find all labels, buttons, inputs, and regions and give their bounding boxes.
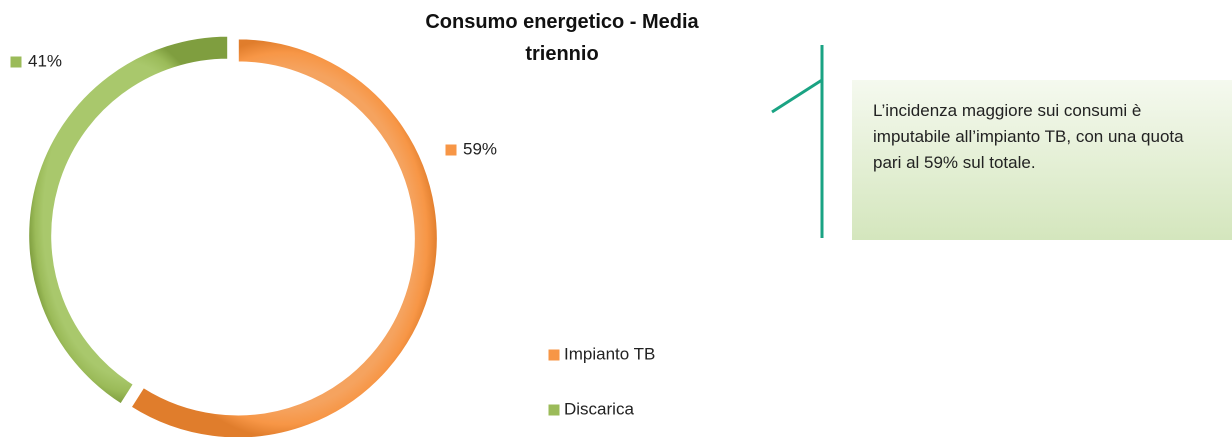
callout-pointer bbox=[771, 78, 823, 114]
value-label: 41% bbox=[28, 51, 62, 70]
slice bbox=[27, 34, 230, 406]
value-label-marker bbox=[9, 55, 23, 69]
slice bbox=[129, 37, 439, 437]
legend-marker bbox=[547, 403, 561, 417]
legend-marker bbox=[547, 348, 561, 362]
chart-title: Consumo energetico - Media triennio bbox=[425, 11, 699, 65]
annotation: L’incidenza maggiore sui consumi è imput… bbox=[852, 80, 1232, 240]
legend-label: Discarica bbox=[564, 399, 634, 418]
value-label-marker bbox=[444, 143, 458, 157]
legend-label: Impianto TB bbox=[564, 344, 655, 363]
value-label: 59% bbox=[463, 139, 497, 158]
